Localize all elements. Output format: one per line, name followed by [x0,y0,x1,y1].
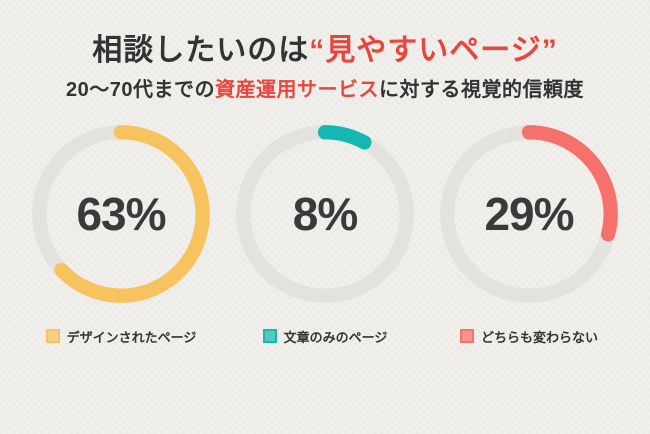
ring-arc [32,124,210,303]
legend: デザインされたページ 文章のみのページ どちらも変わらない [0,327,650,346]
legend-label-designed-page: デザインされたページ [66,329,197,345]
legend-item-no-difference: どちらも変わらない [434,327,624,346]
percentage-label-designed-page: 63% [76,187,166,240]
subtitle-highlight: 資産運用サービス [215,78,379,101]
donut-ring-no-difference [440,124,618,303]
title-highlight: “見やすいページ” [309,34,558,67]
donut-ring-text-only-page [236,124,414,303]
subtitle-suffix: に対する視覚的信頼度 [379,78,584,101]
page-title: 相談したいのは“見やすいページ” [0,32,650,70]
donut-charts-row: 63% 8% 29% [0,119,650,309]
legend-swatch-yellow [45,329,60,343]
subtitle-prefix: 20〜70代までの [66,78,215,101]
legend-label-no-difference: どちらも変わらない [480,329,598,345]
ring-arc [440,124,618,303]
legend-label-text-only-page: 文章のみのページ [283,329,388,345]
legend-swatch-teal [262,329,277,343]
legend-swatch-pink [459,329,474,343]
title-prefix: 相談したいのは [92,34,310,67]
legend-item-text-only-page: 文章のみのページ [230,327,420,346]
donut-chart-designed-page: 63% [26,119,216,309]
legend-item-designed-page: デザインされたページ [26,327,216,346]
header: 相談したいのは“見やすいページ” 20〜70代までの資産運用サービスに対する視覚… [0,0,650,103]
donut-chart-text-only-page: 8% [230,119,420,309]
donut-ring-designed-page [32,124,210,303]
ring-arc [236,124,414,303]
percentage-label-no-difference: 29% [484,187,574,240]
donut-chart-no-difference: 29% [434,119,624,309]
page-subtitle: 20〜70代までの資産運用サービスに対する視覚的信頼度 [0,77,650,103]
percentage-label-text-only-page: 8% [292,187,358,240]
